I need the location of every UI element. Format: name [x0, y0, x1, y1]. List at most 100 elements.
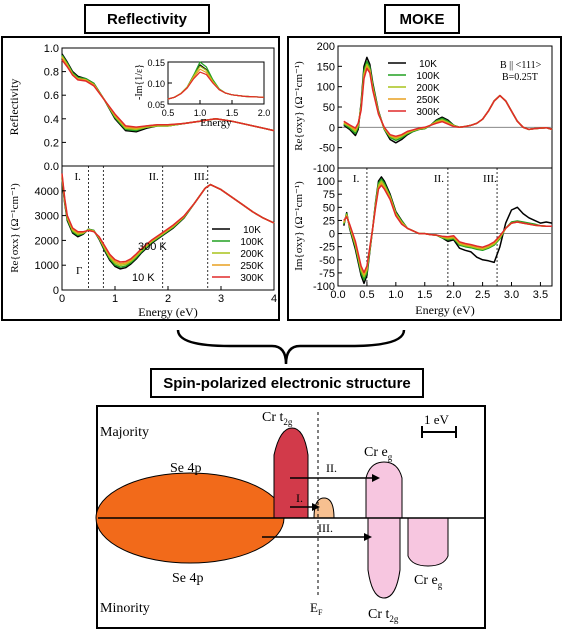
reflectivity-panel	[1, 36, 280, 321]
annotation-300K: 300 K	[138, 241, 167, 253]
legend-item-250K: 250K	[416, 95, 440, 106]
x-tick-label: 2.5	[475, 289, 490, 301]
fermi-level-label: EF	[310, 600, 323, 617]
x-tick-label: 0	[59, 293, 65, 305]
y-tick-label: -100	[313, 163, 335, 175]
x-tick-label: 1.5	[226, 108, 239, 118]
series-300K-line	[343, 67, 553, 138]
reflectivity-ylabel: Reflectivity	[7, 79, 21, 136]
y-tick-label: 0.8	[44, 67, 59, 79]
transition-marker-label: II.	[434, 173, 444, 185]
y-tick-label: 0.2	[44, 137, 59, 149]
y-tick-label: 50	[323, 202, 335, 214]
legend-item-300K: 300K	[240, 273, 264, 284]
y-tick-label: 50	[323, 102, 335, 114]
y-tick-label: 75	[323, 189, 335, 201]
x-tick-label: 1.0	[388, 289, 403, 301]
cr-eg-minority-band	[407, 517, 449, 567]
x-tick-label: 2.0	[258, 108, 271, 118]
inset-ylabel: -Im{1/ε}	[134, 64, 145, 100]
y-tick-label: -50	[319, 255, 335, 267]
y-tick-label: 0.4	[44, 114, 59, 126]
legend-item-100K: 100K	[416, 71, 440, 82]
y-tick-label: 100	[317, 176, 335, 188]
y-tick-label: -50	[319, 143, 335, 155]
minority-label: Minority	[100, 601, 150, 616]
y-tick-label: 150	[317, 61, 335, 73]
im-sigma-xy-plot-area	[337, 167, 553, 287]
transition-marker-label: III.	[194, 171, 208, 183]
series-300K-line	[343, 184, 552, 274]
inset-xlabel: Energy	[200, 117, 232, 129]
arrowhead-icon	[312, 503, 320, 511]
x-tick-label: 3	[218, 293, 224, 305]
re-sigma-xx-xlabel: Energy (eV)	[138, 305, 197, 319]
legend-item-10K: 10K	[419, 59, 437, 70]
im-sigma-xy-xlabel: Energy (eV)	[415, 303, 474, 317]
y-tick-label: -25	[319, 242, 335, 254]
legend-item-200K: 200K	[240, 249, 264, 260]
im-sigma-xy-ylabel: Im{σxy} (Ω⁻¹cm⁻¹)	[293, 181, 305, 271]
y-tick-label: 0.10	[147, 79, 165, 89]
cr-t2g-top-label: Cr t2g	[262, 410, 293, 427]
cr-eg-top-label: Cr eg	[364, 445, 393, 462]
x-tick-label: 0.5	[359, 289, 374, 301]
x-tick-label: 4	[271, 293, 277, 305]
y-tick-label: 25	[323, 215, 335, 227]
moke-panel	[287, 36, 562, 321]
y-tick-label: 0	[53, 285, 59, 297]
scale-label: 1 eV	[424, 412, 450, 427]
y-tick-label: 0.0	[44, 161, 59, 173]
y-tick-label: 200	[317, 41, 335, 53]
transition-II-label: II.	[326, 461, 337, 475]
series-300K-line	[61, 173, 275, 263]
legend-item-200K: 200K	[416, 83, 440, 94]
arrowhead-icon	[372, 474, 380, 482]
annotation-gamma: Γ	[76, 265, 82, 277]
transition-marker-label: III.	[483, 173, 497, 185]
y-tick-label: 0.15	[147, 58, 165, 68]
x-tick-label: 2	[165, 293, 171, 305]
transition-marker-label: I.	[75, 171, 82, 183]
x-tick-label: 2.0	[446, 289, 461, 301]
y-tick-label: 100	[317, 82, 335, 94]
legend-item-100K: 100K	[240, 237, 264, 248]
transition-III-label: III.	[318, 521, 333, 535]
annotation-field-strength: B=0.25T	[502, 72, 538, 83]
legend-item-250K: 250K	[240, 261, 264, 272]
se4p-top-label: Se 4p	[170, 461, 202, 476]
y-tick-label: 0	[329, 122, 335, 134]
se4p-bottom-label: Se 4p	[172, 571, 204, 586]
y-tick-label: 0.6	[44, 90, 59, 102]
re-sigma-xx-ylabel: Re{σxx} (Ω⁻¹cm⁻¹)	[9, 183, 21, 273]
transition-I-label: I.	[296, 491, 303, 505]
x-tick-label: 1	[112, 293, 118, 305]
annotation-field-direction: B || <111>	[500, 60, 542, 71]
cr-t2g-bottom-label: Cr t2g	[368, 607, 399, 624]
series-300K-line	[61, 59, 275, 132]
legend-item-10K: 10K	[243, 225, 261, 236]
cr-eg-bottom-label: Cr eg	[414, 573, 443, 590]
x-tick-label: 0.5	[162, 108, 175, 118]
x-tick-label: 1.0	[194, 108, 207, 118]
reflectivity-title: Reflectivity	[84, 4, 210, 34]
arrowhead-icon	[364, 533, 372, 541]
y-tick-label: 1000	[35, 260, 59, 272]
annotation-10K: 10 K	[132, 272, 155, 284]
y-tick-label: 3000	[35, 211, 59, 223]
cr-t2g-minority-band	[367, 517, 401, 599]
y-tick-label: 2000	[35, 235, 59, 247]
majority-label: Majority	[100, 425, 149, 440]
x-tick-label: 3.5	[533, 289, 548, 301]
spin-structure-title: Spin-polarized electronic structure	[150, 368, 424, 398]
series-300K-line	[167, 71, 265, 100]
transition-marker-label: I.	[353, 173, 360, 185]
transition-marker-label: II.	[149, 171, 159, 183]
x-tick-label: 3.0	[504, 289, 519, 301]
y-tick-label: 0	[329, 229, 335, 241]
cr-eg-majority-band	[365, 461, 403, 519]
y-tick-label: -75	[319, 268, 335, 280]
x-tick-label: 0.0	[330, 289, 345, 301]
y-tick-label: 1.0	[44, 43, 59, 55]
